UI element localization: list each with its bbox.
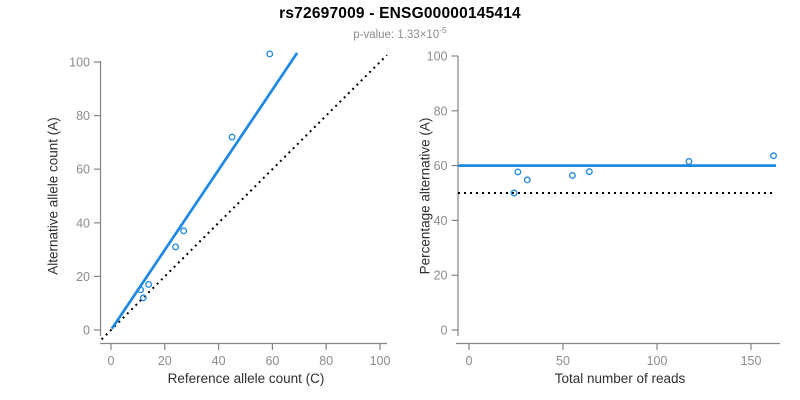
left-x-tick-label: 40	[212, 354, 226, 368]
left-data-point	[145, 280, 153, 288]
left-x-tick-label: 100	[370, 354, 391, 368]
right-data-point	[510, 189, 518, 197]
right-y-tick-label: 100	[427, 50, 448, 64]
left-y-axis-title: Alternative allele count (A)	[45, 117, 61, 275]
left-data-point	[139, 294, 147, 302]
pvalue-text: p-value: 1.33×10	[353, 28, 440, 41]
right-data-point	[685, 158, 693, 165]
left-x-tick-label: 20	[158, 354, 172, 368]
left-x-axis-title: Reference allele count (C)	[167, 371, 325, 386]
right-data-point	[514, 168, 522, 176]
left-x-tick-label: 80	[319, 354, 333, 368]
left-y-tick-label: 80	[76, 109, 90, 123]
right-plot: 0 20 40 60 80 100 0 50 100 150	[427, 50, 780, 368]
right-y-tick-label: 0	[441, 324, 448, 338]
right-y-axis-title: Percentage alternative (A)	[417, 117, 433, 275]
right-y-tick-label: 60	[434, 159, 448, 173]
right-x-tick-label: 150	[741, 354, 762, 368]
left-data-point	[180, 227, 188, 235]
chart-subtitle: p-value: 1.33×10-5	[0, 25, 800, 41]
left-y-tick-label: 60	[76, 163, 90, 177]
pvalue-exponent: -5	[439, 25, 447, 35]
right-x-tick-label: 50	[556, 354, 570, 368]
left-y-tick-label: 0	[83, 324, 90, 338]
right-data-point	[585, 168, 593, 176]
right-y-tick-label: 80	[434, 104, 448, 118]
right-x-axis-title: Total number of reads	[554, 371, 686, 386]
right-x-tick-label: 0	[466, 354, 473, 368]
right-y-tick-label: 40	[434, 214, 448, 228]
left-y-tick-label: 40	[76, 216, 90, 230]
left-data-point	[172, 243, 180, 251]
right-y-tick-label: 20	[434, 269, 448, 283]
left-y-tick-label: 100	[69, 56, 90, 70]
right-data-point	[770, 152, 778, 160]
left-x-tick-label: 0	[108, 354, 115, 368]
chart-title: rs72697009 - ENSG00000145414	[279, 5, 521, 22]
left-y-tick-label: 20	[76, 270, 90, 284]
left-fit-line	[110, 52, 299, 330]
left-plot: 0 20 40 60 80 100 0 20 40 60 80 100	[69, 50, 391, 368]
left-data-point	[137, 286, 145, 294]
left-x-tick-label: 60	[265, 354, 279, 368]
left-dotted-reference-line	[100, 54, 388, 341]
right-data-point	[523, 176, 531, 184]
left-data-point	[228, 133, 236, 141]
left-data-point	[266, 50, 274, 58]
right-data-point	[568, 172, 576, 179]
right-x-tick-label: 100	[647, 354, 668, 368]
